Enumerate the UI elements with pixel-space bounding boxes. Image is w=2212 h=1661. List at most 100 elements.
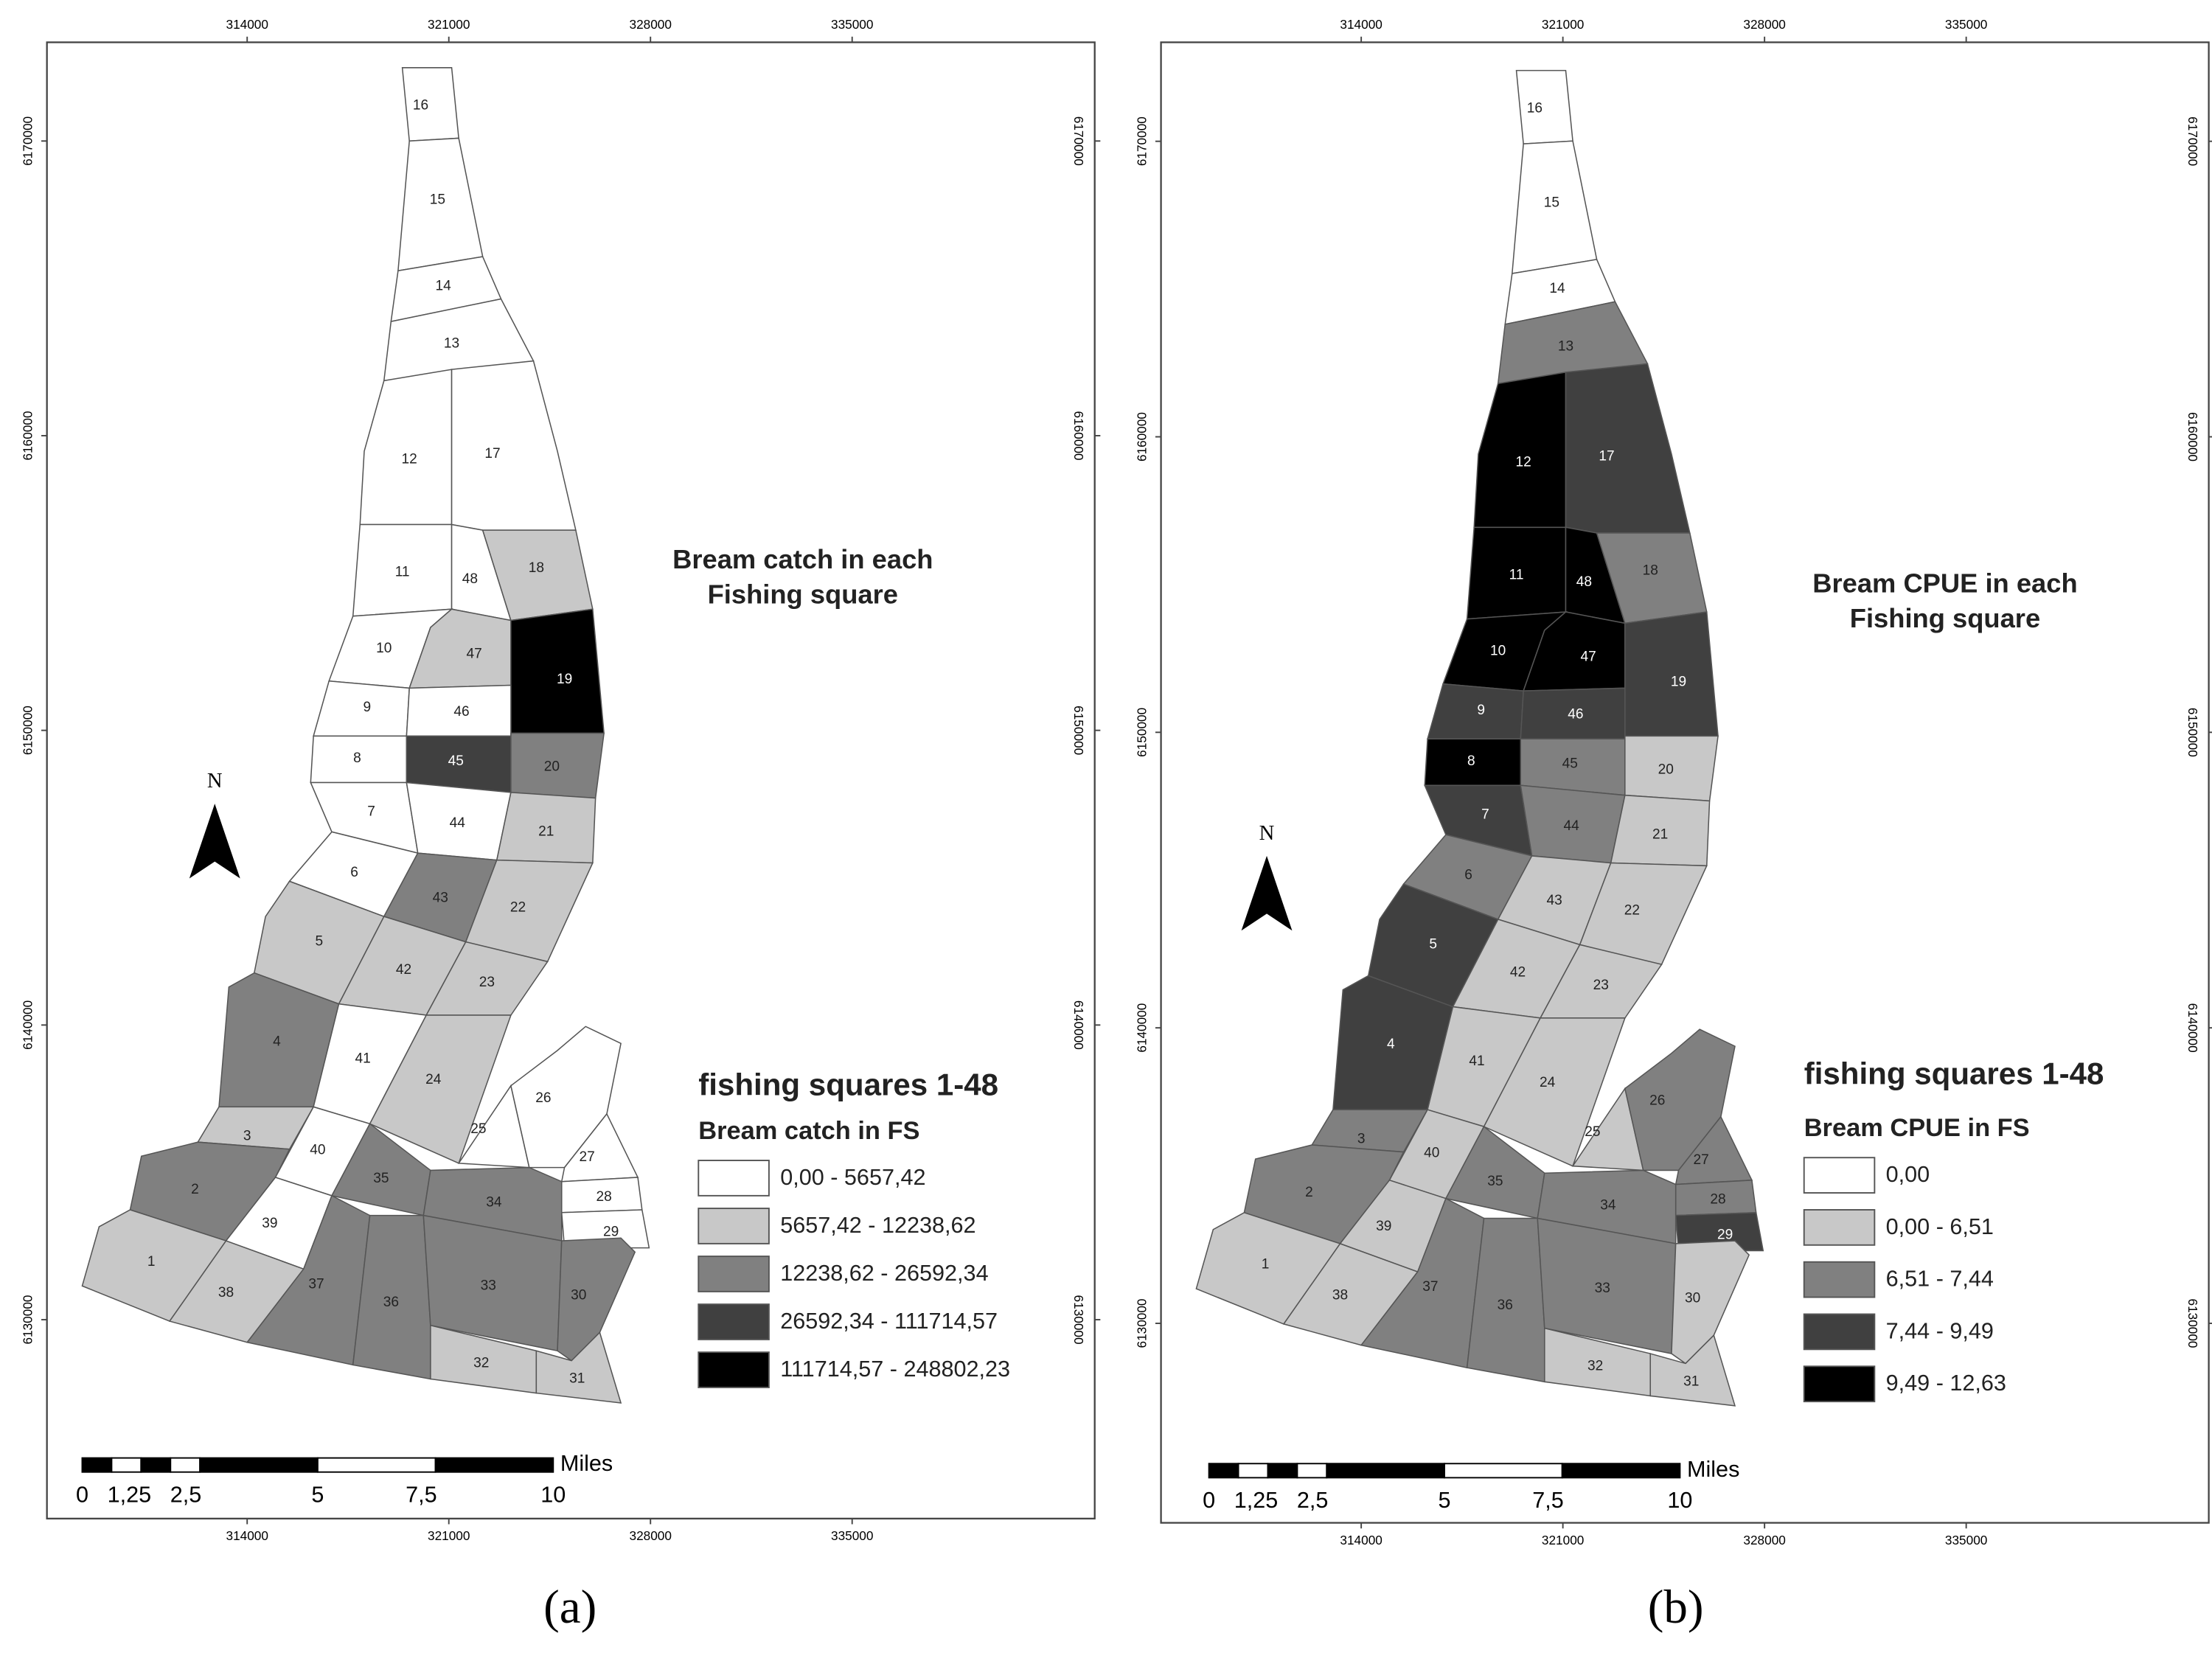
legend-label: 0,00 - 5657,42 xyxy=(780,1165,925,1190)
y-tick-label: 6170000 xyxy=(1071,116,1086,166)
fishing-square xyxy=(422,1166,563,1242)
square-label: 21 xyxy=(1652,826,1668,842)
y-tick-label: 6170000 xyxy=(20,116,35,166)
square-label: 21 xyxy=(538,823,554,839)
square-label: 40 xyxy=(310,1143,325,1158)
square-label: 18 xyxy=(529,560,544,576)
x-tick-label: 328000 xyxy=(630,17,672,32)
square-label: 27 xyxy=(580,1149,595,1165)
square-label: 35 xyxy=(373,1171,389,1186)
x-tick-label: 321000 xyxy=(1542,1533,1584,1547)
x-tick-label: 335000 xyxy=(1945,17,1987,32)
y-tick-label: 6150000 xyxy=(1134,708,1149,757)
x-tick-label: 335000 xyxy=(1945,1533,1987,1547)
scale-bar-segment xyxy=(1267,1463,1298,1479)
legend-label: 26592,34 - 111714,57 xyxy=(780,1309,998,1334)
legend-title: fishing squares 1-48 xyxy=(1804,1056,2104,1090)
square-label: 24 xyxy=(425,1072,442,1087)
scale-bar-segment xyxy=(111,1457,142,1473)
fishing-square xyxy=(1473,372,1567,529)
square-label: 36 xyxy=(383,1295,399,1310)
scale-bar-segment xyxy=(199,1457,319,1473)
square-label: 35 xyxy=(1487,1174,1503,1189)
square-label: 19 xyxy=(1671,675,1686,690)
scale-bar-segment xyxy=(140,1457,172,1473)
scale-bar-label: 5 xyxy=(1439,1488,1451,1513)
square-label: 8 xyxy=(1467,753,1475,769)
legend-swatch xyxy=(698,1351,770,1388)
square-label: 36 xyxy=(1498,1298,1513,1313)
y-tick-label: 6150000 xyxy=(2185,708,2200,757)
legend-swatch xyxy=(1803,1261,1876,1298)
fishing-square xyxy=(535,1331,622,1404)
square-label: 3 xyxy=(243,1129,251,1144)
square-label: 23 xyxy=(479,975,495,990)
fishing-square xyxy=(1195,1211,1341,1325)
square-label: 2 xyxy=(1305,1185,1313,1200)
square-label: 25 xyxy=(470,1121,486,1137)
scale-bar-label: 1,25 xyxy=(1234,1488,1279,1513)
scale-bar-label: 7,5 xyxy=(1532,1488,1564,1513)
scale-bar-label: 2,5 xyxy=(170,1482,202,1507)
square-label: 20 xyxy=(1658,762,1674,777)
square-label: 16 xyxy=(1527,100,1543,116)
square-label: 39 xyxy=(1376,1219,1391,1234)
fishing-square xyxy=(246,1194,371,1366)
x-tick-label: 321000 xyxy=(1542,17,1584,32)
y-tick-label: 6130000 xyxy=(1071,1295,1086,1345)
square-label: 20 xyxy=(544,759,560,774)
x-tick-label: 328000 xyxy=(630,1528,672,1543)
square-label: 11 xyxy=(395,565,410,580)
map-title: Fishing square xyxy=(708,579,898,610)
square-label: 45 xyxy=(448,753,464,769)
map-title: Fishing square xyxy=(1850,603,2040,633)
y-tick-label: 6150000 xyxy=(20,706,35,755)
scale-bar-segment xyxy=(1208,1463,1239,1479)
y-tick-label: 6150000 xyxy=(1071,706,1086,755)
legend-title: fishing squares 1-48 xyxy=(698,1068,998,1102)
square-label: 26 xyxy=(1649,1093,1665,1109)
square-label: 25 xyxy=(1585,1124,1600,1140)
y-tick-label: 6140000 xyxy=(2185,1003,2200,1053)
y-tick-label: 6130000 xyxy=(2185,1299,2200,1348)
fishing-square xyxy=(1515,69,1573,144)
square-label: 1 xyxy=(1262,1257,1270,1272)
square-label: 27 xyxy=(1693,1152,1708,1168)
x-tick-label: 314000 xyxy=(226,1528,268,1543)
square-label: 2 xyxy=(191,1182,199,1197)
north-arrow xyxy=(189,804,240,879)
fishing-square xyxy=(1537,1169,1677,1244)
square-label: 5 xyxy=(315,934,323,950)
x-tick-label: 314000 xyxy=(226,17,268,32)
square-label: 28 xyxy=(596,1189,611,1205)
fishing-square xyxy=(1427,683,1524,739)
legend-subtitle: Bream catch in FS xyxy=(698,1117,919,1145)
legend-swatch xyxy=(698,1208,770,1244)
map-panel: 3140003140003210003210003280003280003350… xyxy=(1134,17,2212,1634)
legend-label: 7,44 - 9,49 xyxy=(1886,1318,1994,1343)
square-label: 46 xyxy=(453,704,469,720)
y-tick-label: 6160000 xyxy=(2185,412,2200,462)
legend-swatch xyxy=(1803,1157,1876,1194)
square-label: 8 xyxy=(353,751,361,766)
square-label: 44 xyxy=(1564,818,1580,834)
square-label: 38 xyxy=(1332,1288,1348,1303)
legend-swatch xyxy=(1803,1313,1876,1351)
square-label: 37 xyxy=(1422,1279,1438,1295)
square-label: 11 xyxy=(1509,567,1524,582)
square-label: 32 xyxy=(473,1355,489,1371)
north-label: N xyxy=(207,769,223,793)
legend-label: 5657,42 - 12238,62 xyxy=(780,1213,975,1238)
square-label: 47 xyxy=(1580,649,1596,664)
x-tick-label: 328000 xyxy=(1743,1533,1785,1547)
y-tick-label: 6160000 xyxy=(1071,411,1086,460)
square-label: 22 xyxy=(510,900,526,916)
y-tick-label: 6170000 xyxy=(1134,116,1149,166)
square-label: 30 xyxy=(571,1288,586,1303)
square-label: 5 xyxy=(1429,936,1437,952)
square-label: 45 xyxy=(1562,756,1578,772)
scale-bar-segment xyxy=(316,1457,437,1473)
square-label: 42 xyxy=(1510,965,1526,981)
square-label: 3 xyxy=(1357,1131,1366,1146)
